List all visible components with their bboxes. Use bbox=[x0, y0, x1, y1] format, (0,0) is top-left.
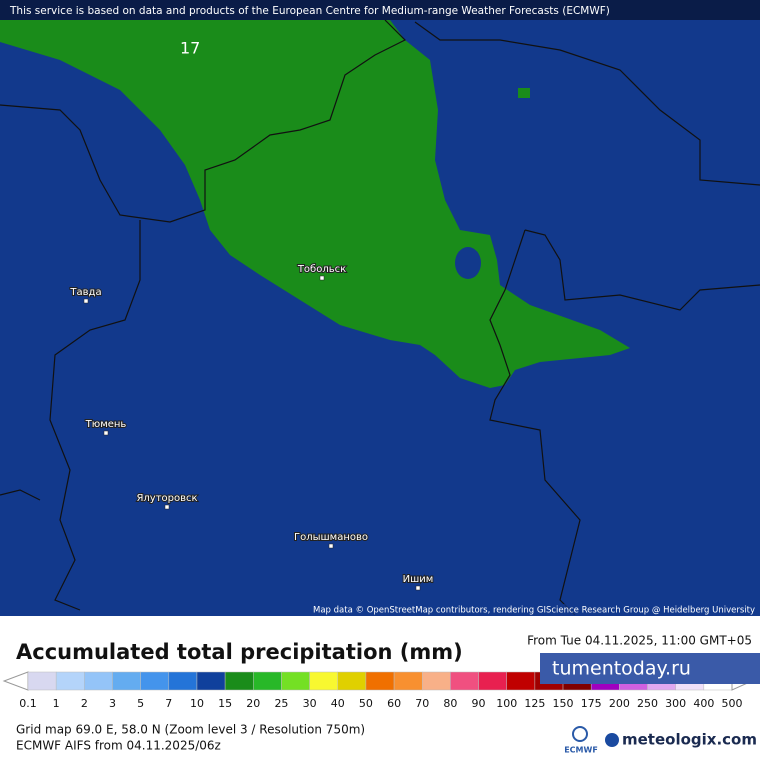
color-box bbox=[112, 671, 141, 691]
legend-title: Accumulated total precipitation (mm) bbox=[16, 640, 463, 664]
color-label: 300 bbox=[665, 697, 686, 710]
color-label: 125 bbox=[524, 697, 545, 710]
city-name: Ишим bbox=[403, 574, 434, 585]
color-box bbox=[393, 671, 423, 691]
banner: This service is based on data and produc… bbox=[9, 5, 610, 17]
color-label: 15 bbox=[218, 697, 232, 710]
color-label: 70 bbox=[415, 697, 429, 710]
color-label: 5 bbox=[137, 697, 144, 710]
city-dot bbox=[415, 585, 421, 591]
color-box bbox=[140, 671, 170, 691]
city-name: Ялуторовск bbox=[136, 493, 197, 504]
color-label: 7 bbox=[165, 697, 172, 710]
city-dot bbox=[164, 504, 170, 510]
color-label: 150 bbox=[553, 697, 574, 710]
banner-bg bbox=[0, 0, 760, 20]
color-box bbox=[478, 671, 507, 691]
color-label: 30 bbox=[303, 697, 317, 710]
color-box bbox=[168, 671, 198, 691]
color-box bbox=[196, 671, 226, 691]
color-box bbox=[337, 671, 367, 691]
color-box bbox=[421, 671, 451, 691]
city-dot bbox=[83, 298, 89, 304]
color-box bbox=[450, 671, 479, 691]
color-box bbox=[27, 671, 57, 691]
color-label: 40 bbox=[331, 697, 345, 710]
color-label: 25 bbox=[274, 697, 288, 710]
color-label: 175 bbox=[581, 697, 602, 710]
color-label: 100 bbox=[496, 697, 517, 710]
attribution: Map data © OpenStreetMap contributors, r… bbox=[313, 606, 755, 616]
city-dot bbox=[328, 543, 334, 549]
color-label: 1 bbox=[53, 697, 60, 710]
color-label: 250 bbox=[637, 697, 658, 710]
color-box bbox=[309, 671, 339, 691]
model-info: ECMWF AIFS from 04.11.2025/06z bbox=[16, 739, 221, 753]
color-label: 500 bbox=[722, 697, 743, 710]
precip-area bbox=[0, 20, 630, 388]
borders bbox=[0, 19, 760, 616]
color-label: 80 bbox=[443, 697, 457, 710]
color-label: 50 bbox=[359, 697, 373, 710]
brand: meteologix.com bbox=[622, 731, 757, 749]
period: From Tue 04.11.2025, 11:00 GMT+05 bbox=[527, 634, 752, 648]
brand-icon bbox=[605, 733, 619, 747]
watermark: tumentoday.ru bbox=[552, 658, 691, 680]
color-box bbox=[365, 671, 395, 691]
color-label: 90 bbox=[472, 697, 486, 710]
ecmwf-icon bbox=[572, 726, 588, 742]
ecmwf-logo: ECMWF bbox=[564, 746, 598, 755]
grid-info: Grid map 69.0 E, 58.0 N (Zoom level 3 / … bbox=[16, 723, 365, 737]
watermark-bg bbox=[540, 653, 760, 684]
below-arrow bbox=[2, 671, 29, 691]
color-label: 60 bbox=[387, 697, 401, 710]
color-box bbox=[506, 671, 536, 691]
color-box bbox=[224, 671, 254, 691]
precip-hole bbox=[455, 247, 481, 279]
color-label: 0.1 bbox=[19, 697, 37, 710]
city-name: Тобольск bbox=[297, 264, 346, 275]
city-dot bbox=[319, 275, 325, 281]
city-name: Тюмень bbox=[85, 419, 127, 430]
color-label: 20 bbox=[246, 697, 260, 710]
color-box bbox=[253, 671, 282, 691]
color-label: 200 bbox=[609, 697, 630, 710]
color-label: 10 bbox=[190, 697, 204, 710]
precip-spot bbox=[518, 88, 530, 98]
attribution-bg bbox=[336, 604, 760, 616]
color-box bbox=[281, 671, 310, 691]
city-name: Тавда bbox=[69, 287, 101, 298]
color-box bbox=[55, 671, 85, 691]
color-box bbox=[84, 671, 113, 691]
city-name: Голышманово bbox=[294, 532, 368, 543]
color-label: 3 bbox=[109, 697, 116, 710]
city-dot bbox=[103, 430, 109, 436]
color-label: 2 bbox=[81, 697, 88, 710]
color-label: 400 bbox=[693, 697, 714, 710]
contour-label: 17 bbox=[180, 39, 200, 58]
